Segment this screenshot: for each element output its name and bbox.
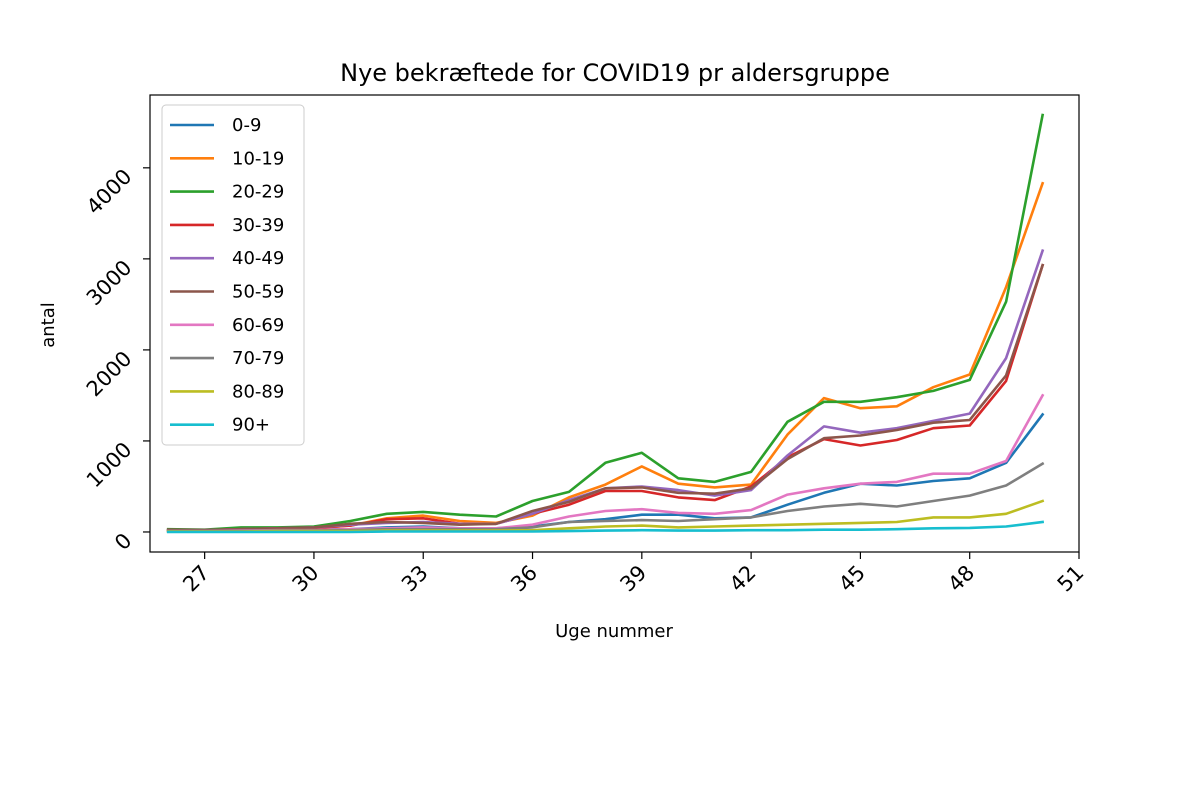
x-axis-label: Uge nummer bbox=[555, 621, 673, 642]
legend-label-10-19: 10-19 bbox=[232, 148, 284, 169]
x-tick-label: 39 bbox=[615, 561, 651, 597]
legend-label-60-69: 60-69 bbox=[232, 315, 284, 336]
legend-label-30-39: 30-39 bbox=[232, 215, 284, 236]
x-tick-label: 51 bbox=[1053, 561, 1089, 597]
legend-frame bbox=[161, 104, 305, 446]
x-axis-ticks: 27 30 33 36 39 42 45 48 51 bbox=[178, 552, 1089, 597]
legend-label-0-9: 0-9 bbox=[232, 115, 261, 136]
x-tick-label: 30 bbox=[288, 561, 324, 597]
y-tick-label: 1000 bbox=[82, 438, 137, 493]
y-tick-label: 4000 bbox=[82, 164, 137, 219]
series-line-90+ bbox=[166, 520, 1045, 534]
legend-label-80-89: 80-89 bbox=[232, 381, 284, 402]
legend-label-20-29: 20-29 bbox=[232, 182, 284, 203]
legend: 0-9 10-19 20-29 30-39 40-49 50-59 60-69 70-79 80… bbox=[161, 104, 305, 446]
legend-label-40-49: 40-49 bbox=[232, 248, 284, 269]
x-tick-label: 42 bbox=[725, 561, 761, 597]
y-tick-label: 0 bbox=[110, 529, 136, 555]
x-tick-label: 48 bbox=[943, 561, 979, 597]
y-axis-ticks: 0 1000 2000 3000 4000 bbox=[82, 164, 150, 555]
chart-title: Nye bekræftede for COVID19 pr aldersgrup… bbox=[340, 59, 890, 87]
x-tick-label: 27 bbox=[178, 561, 214, 597]
legend-label-90+: 90+ bbox=[232, 415, 270, 436]
x-tick-label: 33 bbox=[397, 561, 433, 597]
legend-label-70-79: 70-79 bbox=[232, 348, 284, 369]
y-tick-label: 3000 bbox=[82, 255, 137, 310]
x-tick-label: 36 bbox=[506, 561, 542, 597]
x-tick-label: 45 bbox=[834, 561, 870, 597]
legend-label-50-59: 50-59 bbox=[232, 282, 284, 303]
y-axis-label: antal bbox=[38, 302, 59, 348]
plot-area-frame bbox=[149, 94, 1080, 553]
series-layer bbox=[166, 113, 1045, 534]
y-tick-label: 2000 bbox=[82, 346, 137, 401]
series-line-50-59 bbox=[166, 263, 1045, 532]
